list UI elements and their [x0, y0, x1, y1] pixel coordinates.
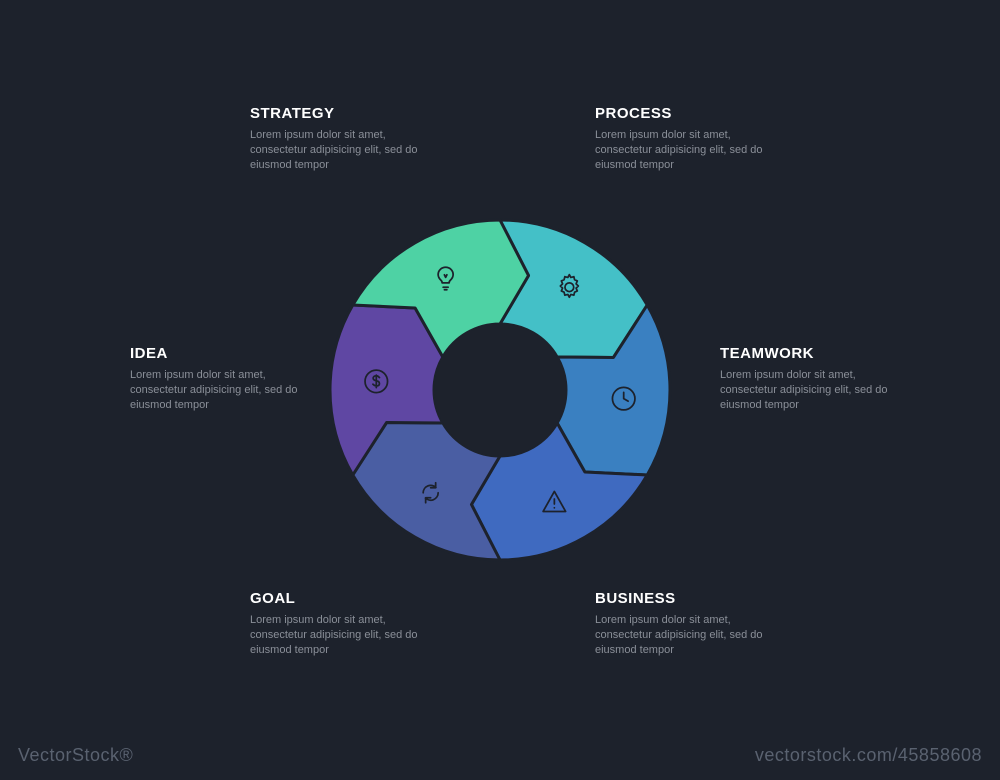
donut-hole [434, 324, 566, 456]
label-teamwork: TEAMWORK Lorem ipsum dolor sit amet, cons… [720, 345, 895, 413]
donut-svg [320, 210, 680, 570]
label-body-idea: Lorem ipsum dolor sit amet, consectetur … [130, 368, 305, 413]
label-business: BUSINESS Lorem ipsum dolor sit amet, cons… [595, 590, 770, 658]
label-goal: GOAL Lorem ipsum dolor sit amet, consecte… [250, 590, 425, 658]
label-title-teamwork: TEAMWORK [720, 345, 895, 362]
label-title-business: BUSINESS [595, 590, 770, 607]
label-body-teamwork: Lorem ipsum dolor sit amet, consectetur … [720, 368, 895, 413]
label-title-process: PROCESS [595, 105, 770, 122]
label-body-goal: Lorem ipsum dolor sit amet, consectetur … [250, 613, 425, 658]
label-strategy: STRATEGY Lorem ipsum dolor sit amet, cons… [250, 105, 425, 173]
label-body-process: Lorem ipsum dolor sit amet, consectetur … [595, 128, 770, 173]
label-body-business: Lorem ipsum dolor sit amet, consectetur … [595, 613, 770, 658]
watermark-right: vectorstock.com/45858608 [755, 745, 982, 766]
watermark-left: VectorStock® [18, 745, 133, 766]
label-idea: IDEA Lorem ipsum dolor sit amet, consecte… [130, 345, 305, 413]
label-title-goal: GOAL [250, 590, 425, 607]
label-process: PROCESS Lorem ipsum dolor sit amet, conse… [595, 105, 770, 173]
label-title-strategy: STRATEGY [250, 105, 425, 122]
label-body-strategy: Lorem ipsum dolor sit amet, consectetur … [250, 128, 425, 173]
infographic-stage: STRATEGY Lorem ipsum dolor sit amet, cons… [0, 0, 1000, 780]
label-title-idea: IDEA [130, 345, 305, 362]
donut-chart [320, 210, 680, 570]
